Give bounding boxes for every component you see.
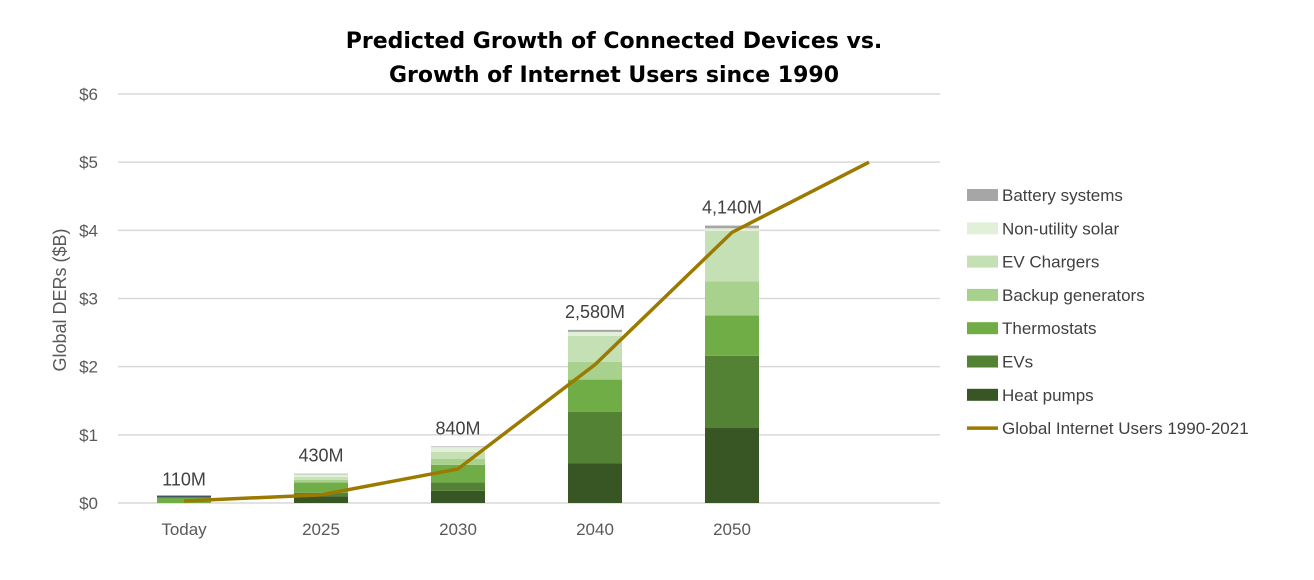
bar-ev-chargers-2030 [431, 451, 485, 459]
bar-battery-systems-2040 [568, 329, 622, 332]
total-label-2040: 2,580M [565, 302, 625, 322]
legend-swatch [967, 388, 998, 401]
total-label-today: 110M [162, 470, 206, 490]
y-tick-label: $1 [79, 426, 98, 445]
y-tick-label: $0 [79, 494, 98, 513]
data-labels: 110M 430M 840M 2,580M 4,140M [162, 198, 762, 490]
legend-item-battery-systems: Battery systems [967, 186, 1123, 205]
legend-item-backup-generators: Backup generators [967, 286, 1145, 305]
legend-swatch [967, 288, 998, 301]
total-label-2050: 4,140M [702, 198, 762, 218]
x-tick-label-2040: 2040 [576, 520, 614, 539]
bar-evs-2050 [705, 355, 759, 429]
legend-label: Global Internet Users 1990-2021 [1002, 419, 1249, 438]
line-global-internet-users-1990-2021 [183, 160, 870, 503]
legend-item-heat-pumps: Heat pumps [967, 386, 1094, 405]
legend-label: Heat pumps [1002, 386, 1094, 405]
gridlines [118, 93, 940, 504]
legend-label: Non-utility solar [1002, 219, 1119, 238]
bar-non-utility-solar-2050 [705, 228, 759, 232]
x-tick-label-2050: 2050 [713, 520, 751, 539]
y-axis-ticks: $0 $1 $2 $3 $4 $5 $6 [79, 85, 98, 513]
y-tick-label: $2 [79, 358, 98, 377]
bar-thermostats-2040 [568, 379, 622, 412]
legend-item-thermostats: Thermostats [967, 319, 1096, 338]
bar-top-edge-today [157, 495, 211, 498]
y-axis-label: Global DERs ($B) [50, 228, 70, 371]
bars [157, 225, 759, 503]
legend-item-non-utility-solar: Non-utility solar [967, 219, 1119, 238]
bar-thermostats-2025 [294, 482, 348, 493]
bar-thermostats-2030 [431, 464, 485, 483]
y-tick-label: $3 [79, 290, 98, 309]
bar-ev-chargers-2040 [568, 335, 622, 362]
legend-swatch [967, 255, 998, 268]
bar-backup-generators-2025 [294, 479, 348, 483]
bar-battery-systems-2050 [705, 225, 759, 229]
legend-swatch [967, 189, 998, 201]
bar-heat-pumps-2025 [294, 496, 348, 503]
legend-item-evs: EVs [967, 353, 1033, 372]
x-tick-label-2030: 2030 [439, 520, 477, 539]
x-tick-label-today: Today [161, 520, 207, 539]
chart-title: Predicted Growth of Connected Devices vs… [346, 29, 883, 88]
bar-battery-systems-2025 [294, 473, 348, 475]
bar-battery-systems-2030 [431, 446, 485, 448]
y-tick-label: $5 [79, 153, 98, 172]
bar-non-utility-solar-2025 [294, 474, 348, 478]
bar-ev-chargers-2050 [705, 231, 759, 282]
bar-backup-generators-2030 [431, 458, 485, 465]
bar-heat-pumps-2040 [568, 463, 622, 503]
total-label-2025: 430M [298, 446, 343, 466]
legend-item-ev-chargers: EV Chargers [967, 253, 1099, 272]
legend-label: Thermostats [1002, 319, 1096, 338]
legend-label: EV Chargers [1002, 253, 1099, 272]
legend-item-global-internet-users-1990-2021: Global Internet Users 1990-2021 [967, 419, 1249, 438]
bar-thermostats-2050 [705, 315, 759, 356]
bar-heat-pumps-2050 [705, 428, 759, 503]
chart-title-line-2: Growth of Internet Users since 1990 [389, 63, 839, 88]
bar-heat-pumps-2030 [431, 490, 485, 503]
legend-label: EVs [1002, 353, 1033, 372]
bar-evs-2030 [431, 482, 485, 491]
legend-swatch [967, 355, 998, 368]
bar-ev-chargers-2025 [294, 477, 348, 480]
bar-evs-2040 [568, 411, 622, 464]
legend-label: Backup generators [1002, 286, 1145, 305]
bar-backup-generators-2050 [705, 281, 759, 316]
y-tick-label: $4 [79, 221, 98, 240]
legend-swatch [967, 322, 998, 335]
internet-users-line [183, 160, 870, 503]
x-tick-label-2025: 2025 [302, 520, 340, 539]
bar-non-utility-solar-2040 [568, 331, 622, 336]
legend: Battery systems Non-utility solar EV Charg… [967, 186, 1249, 438]
legend-swatch [967, 222, 998, 235]
y-tick-label: $6 [79, 85, 98, 104]
total-label-2030: 840M [435, 418, 480, 438]
bar-non-utility-solar-2030 [431, 447, 485, 452]
x-axis-ticks: Today 2025 2030 2040 2050 [161, 520, 751, 539]
chart-title-line-1: Predicted Growth of Connected Devices vs… [346, 29, 883, 54]
legend-label: Battery systems [1002, 186, 1123, 205]
